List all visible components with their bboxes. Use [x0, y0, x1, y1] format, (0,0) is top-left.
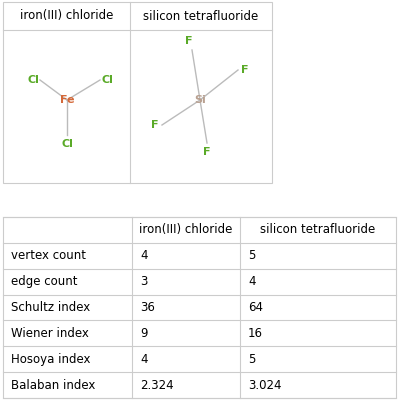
Text: 9: 9: [140, 327, 148, 340]
Text: Cl: Cl: [101, 75, 113, 85]
Text: 36: 36: [140, 301, 155, 314]
Text: F: F: [203, 147, 211, 157]
Text: Cl: Cl: [27, 75, 39, 85]
Text: vertex count: vertex count: [11, 249, 86, 262]
Text: Balaban index: Balaban index: [11, 378, 95, 392]
Text: 2.324: 2.324: [140, 378, 174, 392]
Text: Wiener index: Wiener index: [11, 327, 89, 340]
Text: edge count: edge count: [11, 275, 77, 288]
Bar: [3, 2, 272, 183]
Text: Hosoya index: Hosoya index: [11, 353, 91, 366]
Text: Fe: Fe: [60, 95, 74, 105]
Text: Si: Si: [194, 95, 206, 105]
Text: F: F: [241, 65, 249, 75]
Text: 4: 4: [140, 353, 148, 366]
Text: 16: 16: [248, 327, 263, 340]
Text: silicon tetrafluoride: silicon tetrafluoride: [143, 10, 259, 22]
Text: 5: 5: [248, 249, 255, 262]
Text: F: F: [151, 120, 159, 130]
Text: 64: 64: [248, 301, 263, 314]
Text: Cl: Cl: [61, 139, 73, 149]
Text: 3: 3: [140, 275, 147, 288]
Text: 5: 5: [248, 353, 255, 366]
Text: iron(III) chloride: iron(III) chloride: [20, 10, 113, 22]
Text: iron(III) chloride: iron(III) chloride: [139, 224, 233, 236]
Text: 4: 4: [248, 275, 255, 288]
Text: F: F: [185, 36, 193, 46]
Text: 3.024: 3.024: [248, 378, 282, 392]
Text: Schultz index: Schultz index: [11, 301, 90, 314]
Text: silicon tetrafluoride: silicon tetrafluoride: [261, 224, 375, 236]
Text: 4: 4: [140, 249, 148, 262]
